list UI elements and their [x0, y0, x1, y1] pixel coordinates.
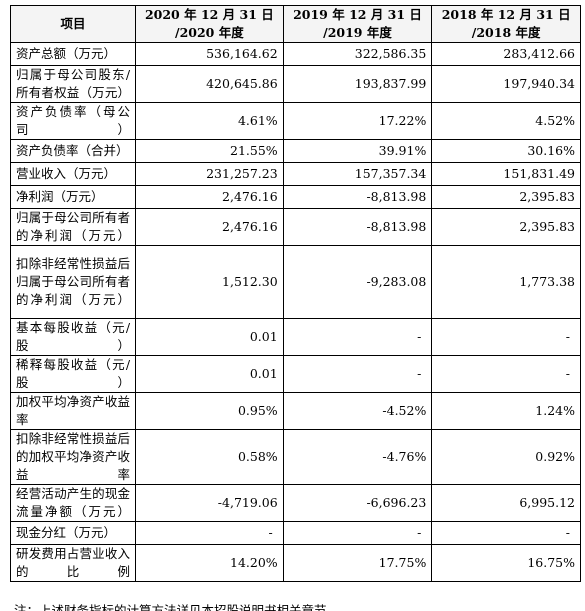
cell-2018: 197,940.34	[431, 65, 581, 103]
cell-2019: 322,586.35	[282, 42, 433, 66]
table-row: 扣除非经常性损益后归属于母公司所有者的净利润（万元） 1,512.30 -9,2…	[9, 245, 581, 319]
header-2019-year: /2019 年度	[323, 25, 392, 40]
row-label: 资产负债率（合并）	[9, 139, 137, 163]
financial-indicators-table: 项目 2020 年 12 月 31 日 /2020 年度 2019 年 12 月…	[9, 5, 581, 582]
cell-2019: 39.91%	[282, 139, 433, 163]
row-label: 经营活动产生的现金流量净额（万元）	[9, 484, 137, 522]
cell-2018: 283,412.66	[431, 42, 581, 66]
header-2018: 2018 年 12 月 31 日 /2018 年度	[431, 5, 581, 43]
cell-2018: 151,831.49	[431, 162, 581, 186]
cell-2020: 0.95%	[135, 392, 284, 430]
row-label: 基本每股收益（元/股）	[9, 318, 137, 356]
cell-2019: -6,696.23	[282, 484, 433, 522]
header-2019-date: 2019 年 12 月 31 日	[293, 7, 422, 22]
cell-2019: -4.76%	[282, 429, 433, 485]
cell-2018: 2,395.83	[431, 185, 581, 209]
table-row: 资产总额（万元） 536,164.62 322,586.35 283,412.6…	[9, 42, 581, 66]
cell-2018: 30.16%	[431, 139, 581, 163]
cell-2020: 231,257.23	[135, 162, 284, 186]
cell-2018: -	[431, 521, 581, 545]
cell-2018: 6,995.12	[431, 484, 581, 522]
row-label: 归属于母公司所有者的净利润（万元）	[9, 208, 137, 246]
table-row: 资产负债率（合并） 21.55% 39.91% 30.16%	[9, 139, 581, 163]
cell-2018: 1.24%	[431, 392, 581, 430]
table-row: 经营活动产生的现金流量净额（万元） -4,719.06 -6,696.23 6,…	[9, 484, 581, 522]
header-2020-date: 2020 年 12 月 31 日	[144, 7, 274, 22]
cell-2019: 17.75%	[282, 544, 433, 582]
cell-2020: 4.61%	[135, 102, 284, 140]
cell-2020: 420,645.86	[135, 65, 284, 103]
header-item: 项目	[9, 5, 137, 43]
cell-2020: -	[135, 521, 284, 545]
table-row: 扣除非经常性损益后的加权平均净资产收益率 0.58% -4.76% 0.92%	[9, 429, 581, 485]
cell-2018: 4.52%	[431, 102, 581, 140]
header-2020-year: /2020 年度	[175, 25, 244, 40]
row-label: 营业收入（万元）	[9, 162, 137, 186]
cell-2019: -4.52%	[282, 392, 433, 430]
cell-2019: 157,357.34	[282, 162, 433, 186]
cell-2018: 2,395.83	[431, 208, 581, 246]
header-2018-year: /2018 年度	[471, 25, 541, 40]
table-row: 归属于母公司所有者的净利润（万元） 2,476.16 -8,813.98 2,3…	[9, 208, 581, 246]
header-2020: 2020 年 12 月 31 日 /2020 年度	[135, 5, 284, 43]
table-row: 加权平均净资产收益率 0.95% -4.52% 1.24%	[9, 392, 581, 430]
row-label: 研发费用占营业收入的比例	[9, 544, 137, 582]
cell-2018: 1,773.38	[431, 245, 581, 319]
cell-2020: 14.20%	[135, 544, 284, 582]
header-2019: 2019 年 12 月 31 日 /2019 年度	[282, 5, 433, 43]
table-row: 研发费用占营业收入的比例 14.20% 17.75% 16.75%	[9, 544, 581, 582]
table-row: 净利润（万元） 2,476.16 -8,813.98 2,395.83	[9, 185, 581, 209]
cell-2019: -	[282, 355, 433, 393]
cell-2019: -8,813.98	[282, 208, 433, 246]
cell-2018: -	[431, 318, 581, 356]
row-label: 净利润（万元）	[9, 185, 137, 209]
table-row: 基本每股收益（元/股） 0.01 - -	[9, 318, 581, 356]
cell-2018: 0.92%	[431, 429, 581, 485]
cell-2019: 193,837.99	[282, 65, 433, 103]
cell-2018: 16.75%	[431, 544, 581, 582]
cell-2020: 0.01	[135, 318, 284, 356]
table-footnote: 注：上述财务指标的计算方法详见本招股说明书相关章节。	[14, 604, 574, 611]
row-label: 扣除非经常性损益后归属于母公司所有者的净利润（万元）	[9, 245, 137, 319]
table-row: 归属于母公司股东/所有者权益（万元） 420,645.86 193,837.99…	[9, 65, 581, 103]
cell-2019: 17.22%	[282, 102, 433, 140]
cell-2019: -	[282, 318, 433, 356]
header-2018-date: 2018 年 12 月 31 日	[441, 7, 571, 22]
cell-2020: 536,164.62	[135, 42, 284, 66]
cell-2020: 0.58%	[135, 429, 284, 485]
table-row: 现金分红（万元） - - -	[9, 521, 581, 545]
row-label: 稀释每股收益（元/股）	[9, 355, 137, 393]
cell-2020: 2,476.16	[135, 208, 284, 246]
row-label: 扣除非经常性损益后的加权平均净资产收益率	[9, 429, 137, 485]
table-row: 资产负债率（母公司） 4.61% 17.22% 4.52%	[9, 102, 581, 140]
table-row: 稀释每股收益（元/股） 0.01 - -	[9, 355, 581, 393]
cell-2020: 2,476.16	[135, 185, 284, 209]
cell-2020: 1,512.30	[135, 245, 284, 319]
table-row: 营业收入（万元） 231,257.23 157,357.34 151,831.4…	[9, 162, 581, 186]
cell-2018: -	[431, 355, 581, 393]
row-label: 加权平均净资产收益率	[9, 392, 137, 430]
row-label: 现金分红（万元）	[9, 521, 137, 545]
cell-2019: -	[282, 521, 433, 545]
cell-2019: -8,813.98	[282, 185, 433, 209]
cell-2020: 21.55%	[135, 139, 284, 163]
cell-2020: -4,719.06	[135, 484, 284, 522]
row-label: 归属于母公司股东/所有者权益（万元）	[9, 65, 137, 103]
cell-2020: 0.01	[135, 355, 284, 393]
table-header-row: 项目 2020 年 12 月 31 日 /2020 年度 2019 年 12 月…	[9, 5, 581, 43]
row-label: 资产总额（万元）	[9, 42, 137, 66]
cell-2019: -9,283.08	[282, 245, 433, 319]
row-label: 资产负债率（母公司）	[9, 102, 137, 140]
